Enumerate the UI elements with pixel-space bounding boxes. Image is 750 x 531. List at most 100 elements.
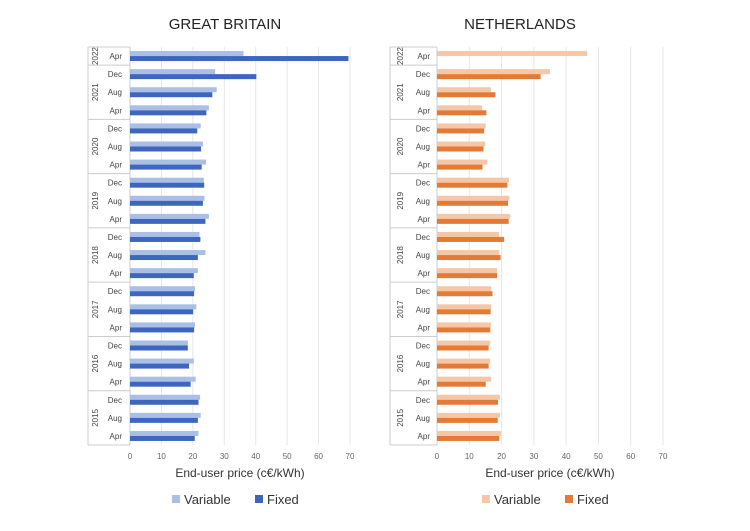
gb-month-label: Aug <box>108 197 122 206</box>
gb-month-label: Apr <box>110 269 123 278</box>
nl-bar-fixed <box>437 110 487 116</box>
gb-month-label: Apr <box>110 215 123 224</box>
gb-bar-variable <box>130 394 201 400</box>
gb-month-label: Dec <box>108 233 122 242</box>
gb-bar-variable <box>130 286 196 292</box>
gb-legend-label-variable: Variable <box>184 492 231 507</box>
gb-month-label: Dec <box>108 287 122 296</box>
nl-bar-variable <box>437 87 491 93</box>
nl-bar-variable <box>437 358 491 364</box>
gb-year-label: 2019 <box>91 191 100 209</box>
gb-year-label: 2022 <box>91 47 100 65</box>
nl-bar-variable <box>437 340 491 346</box>
gb-month-label: Dec <box>108 342 122 351</box>
nl-year-label: 2017 <box>396 300 405 318</box>
nl-month-label: Apr <box>418 215 431 224</box>
gb-bar-fixed <box>130 381 191 387</box>
nl-year-label: 2020 <box>396 137 405 155</box>
nl-bar-variable <box>437 268 498 274</box>
nl-month-label: Aug <box>416 143 430 152</box>
gb-year-label: 2021 <box>91 83 100 101</box>
nl-month-label: Aug <box>416 88 430 97</box>
nl-x-tick-label: 20 <box>497 452 506 461</box>
gb-year-label: 2015 <box>91 408 100 426</box>
gb-month-label: Aug <box>108 414 122 423</box>
gb-bar-fixed <box>130 236 201 242</box>
nl-bar-variable <box>437 159 488 165</box>
nl-month-label: Dec <box>416 179 430 188</box>
nl-x-tick-label: 60 <box>626 452 635 461</box>
nl-bar-variable <box>437 304 492 310</box>
gb-bar-variable <box>130 322 196 328</box>
gb-bar-variable <box>130 376 196 382</box>
gb-x-tick-label: 60 <box>314 452 323 461</box>
nl-month-label: Aug <box>416 360 430 369</box>
gb-bar-fixed <box>130 291 195 297</box>
gb-bar-variable <box>130 69 216 75</box>
gb-bar-variable <box>130 51 244 57</box>
gb-x-tick-label: 0 <box>128 452 133 461</box>
gb-x-tick-label: 70 <box>346 452 355 461</box>
gb-bar-fixed <box>130 74 257 80</box>
nl-bar-variable <box>437 105 483 111</box>
nl-month-label: Apr <box>418 432 431 441</box>
nl-bar-fixed <box>437 255 501 261</box>
nl-bar-variable <box>437 69 550 75</box>
gb-month-label: Aug <box>108 360 122 369</box>
nl-bar-fixed <box>437 236 505 242</box>
gb-bar-variable <box>130 268 198 274</box>
nl-bar-fixed <box>437 74 541 80</box>
gb-month-label: Aug <box>108 251 122 260</box>
nl-bar-variable <box>437 430 501 436</box>
nl-legend-swatch-variable <box>482 495 490 503</box>
nl-bar-fixed <box>437 399 499 405</box>
gb-month-label: Dec <box>108 179 122 188</box>
nl-bar-variable <box>437 250 500 256</box>
gb-bar-fixed <box>130 255 198 261</box>
nl-month-label: Aug <box>416 197 430 206</box>
nl-bar-variable <box>437 51 588 57</box>
gb-bar-fixed <box>130 218 206 224</box>
gb-x-tick-label: 10 <box>157 452 166 461</box>
gb-x-tick-label: 50 <box>283 452 292 461</box>
gb-bar-variable <box>130 304 197 310</box>
nl-bar-variable <box>437 213 511 219</box>
nl-bar-variable <box>437 286 492 292</box>
nl-bar-fixed <box>437 273 498 279</box>
gb-bar-variable <box>130 213 209 219</box>
gb-month-label: Dec <box>108 70 122 79</box>
nl-bar-fixed <box>437 146 484 152</box>
gb-bar-fixed <box>130 56 349 62</box>
gb-bar-fixed <box>130 345 188 351</box>
gb-bar-fixed <box>130 182 205 188</box>
nl-bar-fixed <box>437 345 489 351</box>
gb-bar-variable <box>130 195 205 201</box>
nl-bar-variable <box>437 123 486 129</box>
nl-bar-fixed <box>437 182 508 188</box>
nl-month-label: Aug <box>416 414 430 423</box>
gb-bar-variable <box>130 177 204 183</box>
nl-legend-label-fixed: Fixed <box>577 492 609 507</box>
nl-bar-fixed <box>437 92 496 98</box>
gb-bar-fixed <box>130 128 198 134</box>
nl-year-label: 2019 <box>396 191 405 209</box>
gb-bar-fixed <box>130 417 198 423</box>
nl-bar-variable <box>437 322 491 328</box>
nl-bar-fixed <box>437 327 491 333</box>
gb-month-label: Aug <box>108 305 122 314</box>
gb-month-label: Apr <box>110 323 123 332</box>
gb-year-label: 2020 <box>91 137 100 155</box>
nl-bar-fixed <box>437 435 500 441</box>
gb-bar-variable <box>130 105 209 111</box>
nl-bar-fixed <box>437 417 498 423</box>
nl-month-label: Dec <box>416 342 430 351</box>
nl-month-label: Apr <box>418 52 431 61</box>
gb-month-label: Dec <box>108 396 122 405</box>
nl-bar-variable <box>437 195 510 201</box>
nl-bar-variable <box>437 177 509 183</box>
nl-bar-variable <box>437 141 486 147</box>
gb-bar-variable <box>130 430 199 436</box>
gb-bar-fixed <box>130 200 203 206</box>
gb-year-label: 2017 <box>91 300 100 318</box>
nl-year-label: 2016 <box>396 354 405 372</box>
